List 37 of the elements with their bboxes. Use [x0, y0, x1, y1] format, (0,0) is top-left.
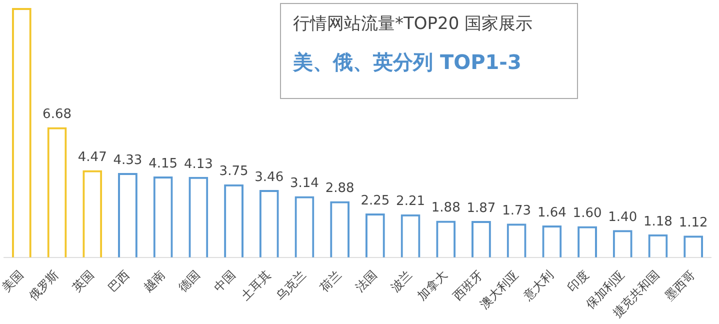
data-label: 4.15: [148, 156, 178, 172]
data-label: 1.88: [431, 200, 460, 216]
x-tick-label: 巴西: [105, 268, 132, 295]
text: 美、俄、英分列 TOP1-3: [293, 49, 522, 76]
x-tick-label: 加拿大: [414, 268, 450, 304]
data-label: 1.73: [502, 204, 532, 219]
data-label: 2.25: [360, 193, 390, 208]
data-label: 3.75: [219, 164, 248, 180]
data-label: 1.12: [678, 215, 708, 230]
data-label: 3.14: [290, 176, 319, 192]
x-tick-label: 中国: [211, 268, 238, 295]
data-label: 6.68: [42, 107, 72, 122]
x-tick-label: 荷兰: [317, 268, 344, 295]
data-label: 4.13: [184, 156, 213, 172]
x-tick-label: 土耳其: [238, 268, 274, 304]
data-label: 4.47: [78, 150, 107, 166]
data-label: 2.88: [325, 181, 354, 196]
x-tick-label: 印度: [564, 268, 592, 295]
data-label: 3.46: [254, 170, 284, 185]
data-label: 4.33: [113, 152, 142, 168]
data-label: 1.60: [572, 206, 602, 222]
data-label: 1.18: [644, 214, 672, 230]
x-tick-label: 英国: [70, 268, 97, 295]
x-tick-label: 越南: [140, 268, 168, 295]
x-tick-label: 波兰: [388, 268, 415, 295]
data-label: 1.40: [608, 210, 638, 225]
data-label: 1.64: [537, 205, 566, 220]
x-tick-label: 乌克兰: [273, 268, 309, 304]
x-tick-label: 俄罗斯: [26, 268, 62, 304]
x-tick-label: 德国: [176, 268, 203, 295]
x-tick-label: 法国: [352, 268, 380, 295]
data-label: 1.87: [466, 200, 496, 216]
data-label: 2.21: [396, 194, 425, 210]
x-tick-label: 墨西哥: [662, 268, 698, 304]
x-tick-label: 意大利: [520, 268, 556, 304]
x-tick-label: 美国: [0, 268, 26, 295]
chart-title: 行情网站流量*TOP20 国家展示: [293, 13, 534, 35]
